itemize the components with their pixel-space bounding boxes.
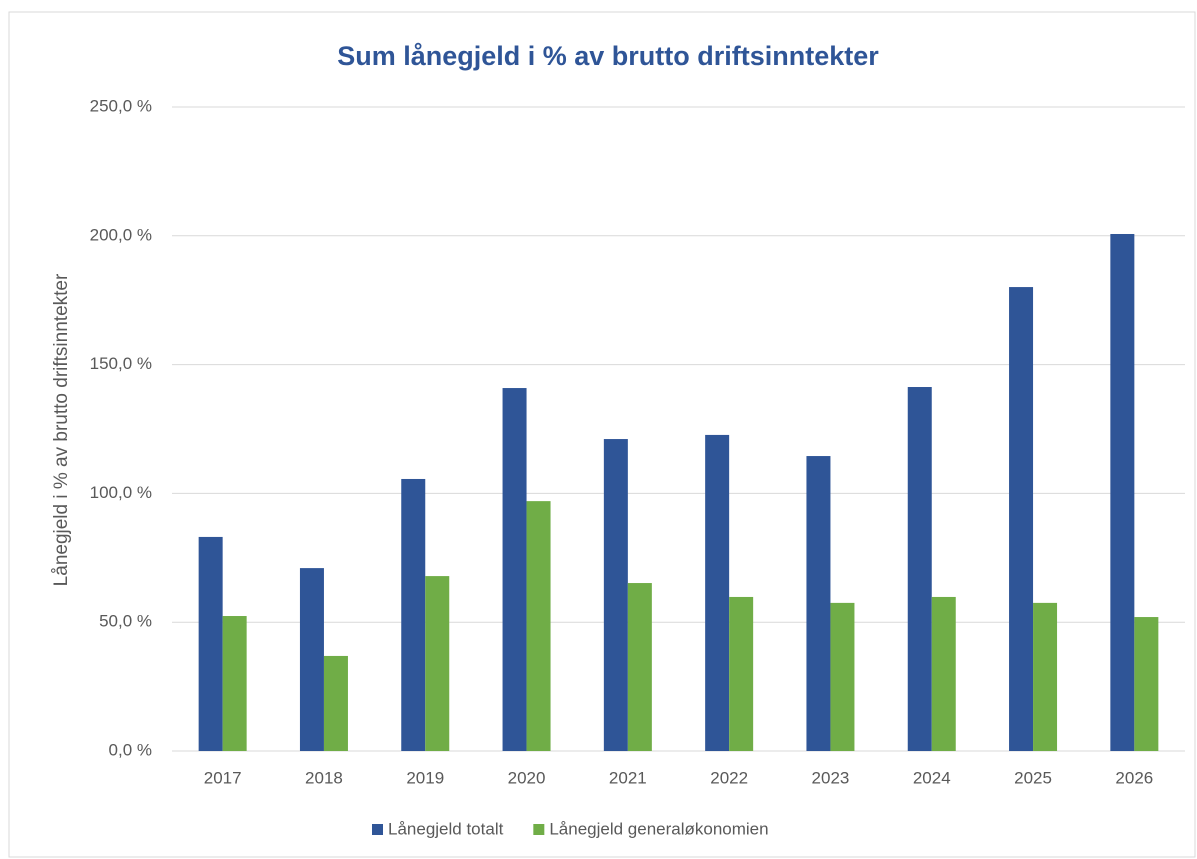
bar: [729, 596, 754, 751]
bar: [222, 616, 247, 751]
y-tick-label: 150,0 %: [90, 354, 152, 373]
legend-label: Lånegjeld generaløkonomien: [549, 819, 768, 838]
bar: [323, 655, 348, 751]
bar: [1009, 287, 1034, 751]
y-tick-label: 0,0 %: [109, 740, 152, 759]
x-tick-label: 2019: [406, 768, 444, 787]
bar: [806, 456, 831, 751]
y-tick-label: 50,0 %: [99, 612, 152, 631]
x-tick-label: 2021: [609, 768, 647, 787]
bar: [1134, 617, 1159, 751]
bar: [198, 536, 223, 751]
bar: [603, 439, 628, 751]
y-tick-label: 200,0 %: [90, 225, 152, 244]
x-tick-label: 2018: [305, 768, 343, 787]
x-tick-label: 2022: [710, 768, 748, 787]
y-tick-label: 100,0 %: [90, 483, 152, 502]
legend-label: Lånegjeld totalt: [388, 819, 504, 838]
bar: [705, 434, 730, 751]
bar: [425, 576, 450, 751]
bar: [1033, 602, 1058, 751]
x-tick-label: 2020: [508, 768, 546, 787]
legend-swatch: [372, 824, 383, 835]
y-tick-label: 250,0 %: [90, 96, 152, 115]
x-tick-label: 2023: [812, 768, 850, 787]
bar: [931, 596, 956, 751]
bar: [401, 478, 426, 751]
bar: [502, 388, 527, 751]
legend-swatch: [533, 824, 545, 835]
chart-title: Sum lånegjeld i % av brutto driftsinntek…: [337, 41, 879, 71]
x-tick-label: 2025: [1014, 768, 1052, 787]
x-tick-label: 2017: [204, 768, 242, 787]
bar: [627, 583, 652, 751]
bar: [1110, 233, 1135, 751]
bar: [526, 501, 551, 751]
bar: [299, 568, 324, 751]
bar: [830, 602, 855, 751]
x-tick-label: 2026: [1115, 768, 1153, 787]
x-tick-label: 2024: [913, 768, 951, 787]
bar: [907, 387, 932, 751]
y-axis-title: Lånegjeld i % av brutto driftsinntekter: [51, 273, 72, 586]
